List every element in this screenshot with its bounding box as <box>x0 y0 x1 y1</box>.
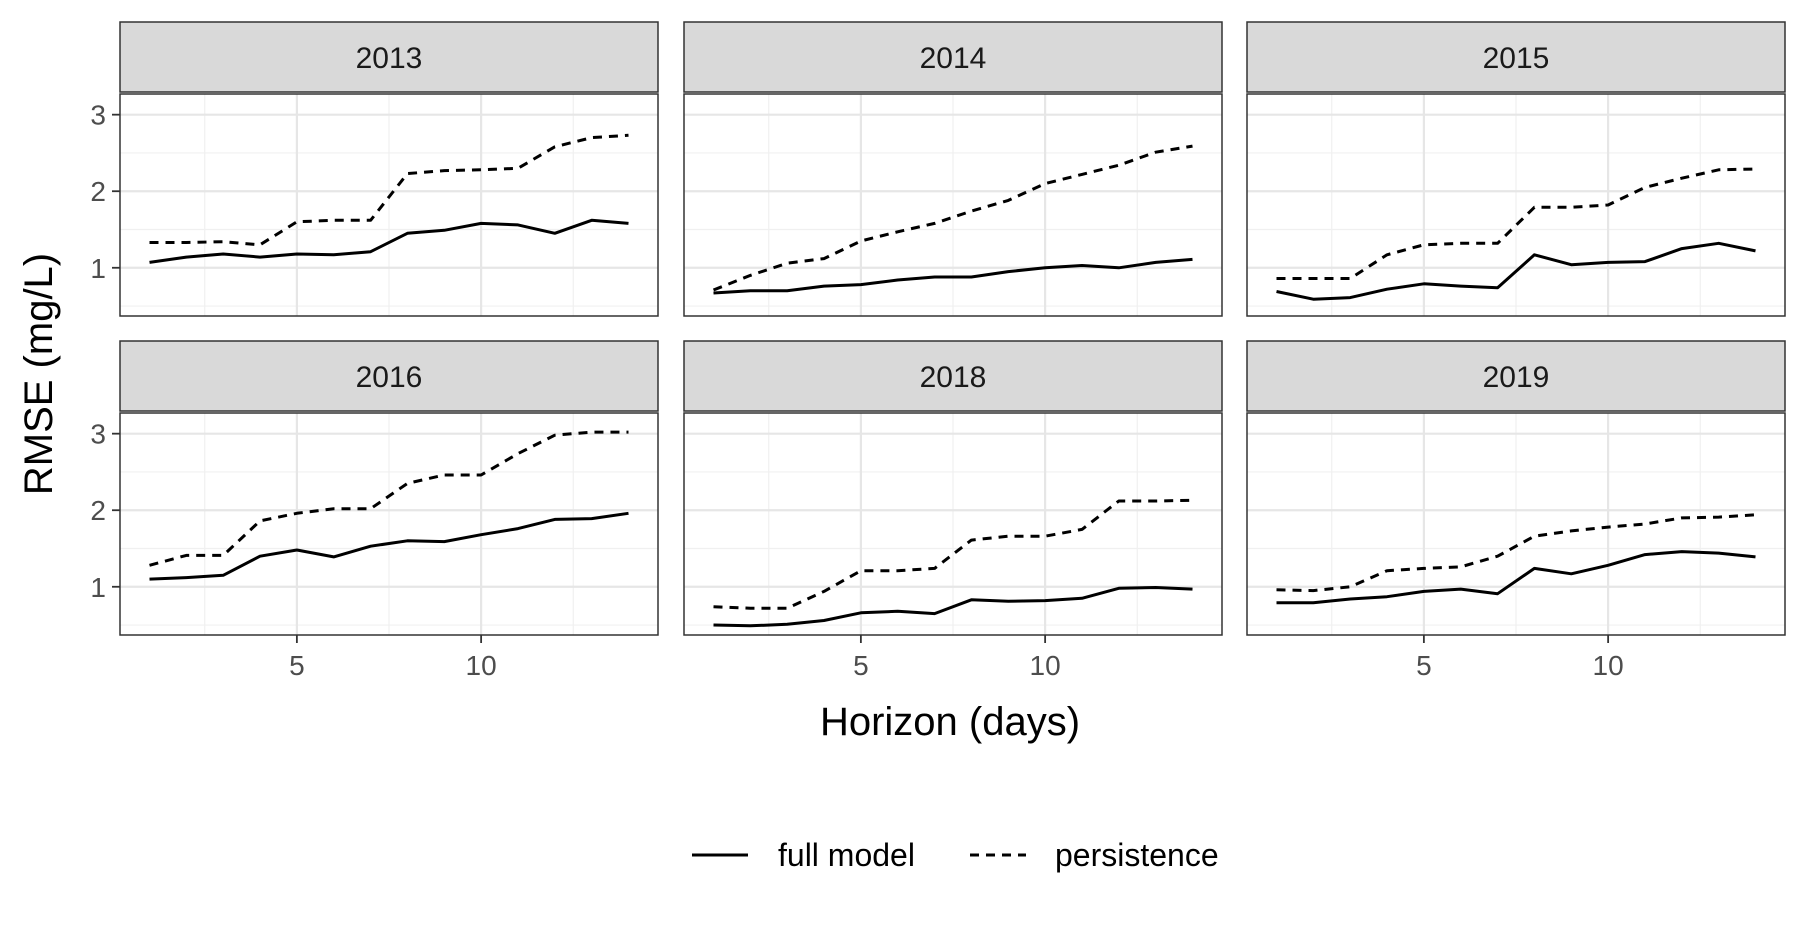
x-axis-title: Horizon (days) <box>820 700 1080 744</box>
facet-strip-label: 2016 <box>356 361 423 394</box>
facet-panel-2016: 2016 1 2 3 5 10 <box>90 340 659 681</box>
panel-border <box>683 412 1223 636</box>
y-tick-label: 3 <box>90 419 106 450</box>
series-line-persistence <box>1276 167 1756 280</box>
panel-border <box>1246 412 1786 636</box>
facet-strip <box>1246 21 1786 93</box>
facet-strip-label: 2015 <box>1483 42 1550 75</box>
x-tick-label: 10 <box>1030 650 1061 681</box>
facet-strip <box>119 21 659 93</box>
panel-border <box>119 412 659 636</box>
legend-label-persistence: persistence <box>1055 837 1219 873</box>
facet-strip-label: 2014 <box>920 42 987 75</box>
series-line-full-model <box>713 586 1193 628</box>
legend-label-full-model: full model <box>778 837 915 873</box>
facet-panel-2013: 2013 1 2 3 <box>90 21 659 317</box>
facet-strip-label: 2019 <box>1483 361 1550 394</box>
facet-panel-2019: 2019 5 10 <box>1246 340 1786 681</box>
series-line-persistence <box>149 430 629 567</box>
facet-strip <box>1246 340 1786 412</box>
series-line-full-model <box>149 218 629 264</box>
facet-strip-label: 2018 <box>920 361 987 394</box>
facet-panel-2015: 2015 <box>1246 21 1786 317</box>
x-tick-label: 10 <box>466 650 497 681</box>
x-tick-label: 5 <box>1416 650 1432 681</box>
facet-strip <box>119 340 659 412</box>
y-tick-label: 1 <box>90 253 106 284</box>
series-line-persistence <box>1276 513 1756 593</box>
legend: full model persistence <box>692 837 1219 873</box>
y-tick-label: 2 <box>90 176 106 207</box>
facet-panel-2018: 2018 5 10 <box>683 340 1223 681</box>
facet-strip-label: 2013 <box>356 42 423 75</box>
series-line-full-model <box>1276 241 1756 301</box>
x-tick-label: 5 <box>853 650 869 681</box>
y-tick-label: 3 <box>90 100 106 131</box>
panel-border <box>1246 93 1786 317</box>
y-tick-label: 2 <box>90 495 106 526</box>
series-line-persistence <box>149 133 629 247</box>
facet-strip <box>683 21 1223 93</box>
series-line-persistence <box>713 498 1193 610</box>
facet-strip <box>683 340 1223 412</box>
series-line-full-model <box>149 511 629 581</box>
series-line-full-model <box>713 257 1193 295</box>
series-line-full-model <box>1276 550 1756 605</box>
x-tick-label: 5 <box>289 650 305 681</box>
x-tick-label: 10 <box>1593 650 1624 681</box>
series-line-persistence <box>712 144 1193 292</box>
facet-panels: 2013 1 2 3 2014 2015 2016 1 2 3 5 10 2018 5 10 2019 5 10 <box>90 21 1786 681</box>
y-tick-label: 1 <box>90 572 106 603</box>
panel-border <box>119 93 659 317</box>
y-axis-title: RMSE (mg/L) <box>17 253 61 495</box>
facet-panel-2014: 2014 <box>683 21 1223 317</box>
panel-border <box>683 93 1223 317</box>
